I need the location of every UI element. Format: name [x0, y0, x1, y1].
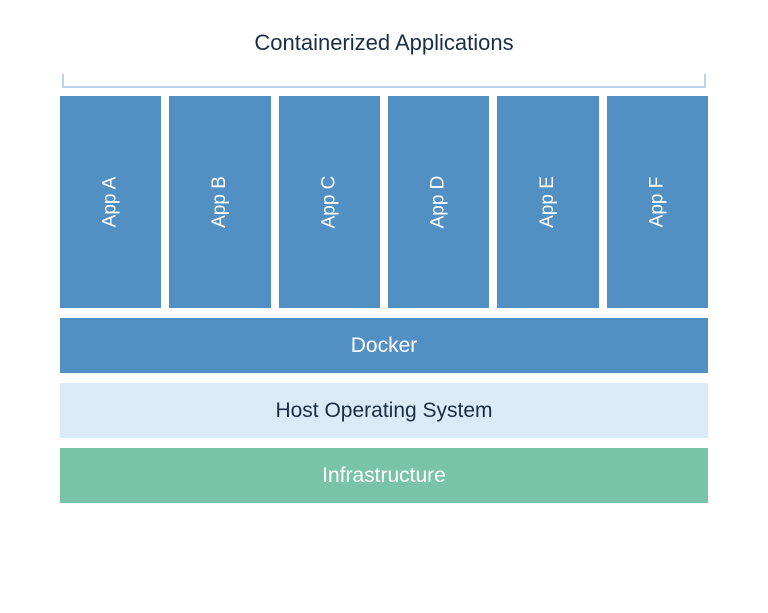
diagram-title: Containerized Applications	[60, 30, 708, 56]
app-label: App C	[318, 176, 340, 229]
layer-label: Host Operating System	[275, 399, 492, 423]
app-box: App F	[607, 96, 708, 308]
grouping-bracket	[62, 74, 706, 88]
layer-label: Infrastructure	[322, 464, 446, 488]
app-label: App D	[428, 176, 450, 229]
app-label: App B	[209, 176, 231, 228]
app-box: App E	[497, 96, 598, 308]
app-box: App D	[388, 96, 489, 308]
layer-host-os: Host Operating System	[60, 383, 708, 438]
layer-docker: Docker	[60, 318, 708, 373]
app-label: App A	[100, 177, 122, 228]
bracket-right	[704, 74, 706, 88]
layer-infrastructure: Infrastructure	[60, 448, 708, 503]
app-label: App E	[537, 176, 559, 228]
app-box: App A	[60, 96, 161, 308]
app-label: App F	[646, 177, 668, 228]
app-box: App B	[169, 96, 270, 308]
app-box: App C	[279, 96, 380, 308]
layer-label: Docker	[351, 334, 418, 358]
bracket-top	[64, 86, 704, 88]
apps-row: App A App B App C App D App E App F	[60, 96, 708, 308]
